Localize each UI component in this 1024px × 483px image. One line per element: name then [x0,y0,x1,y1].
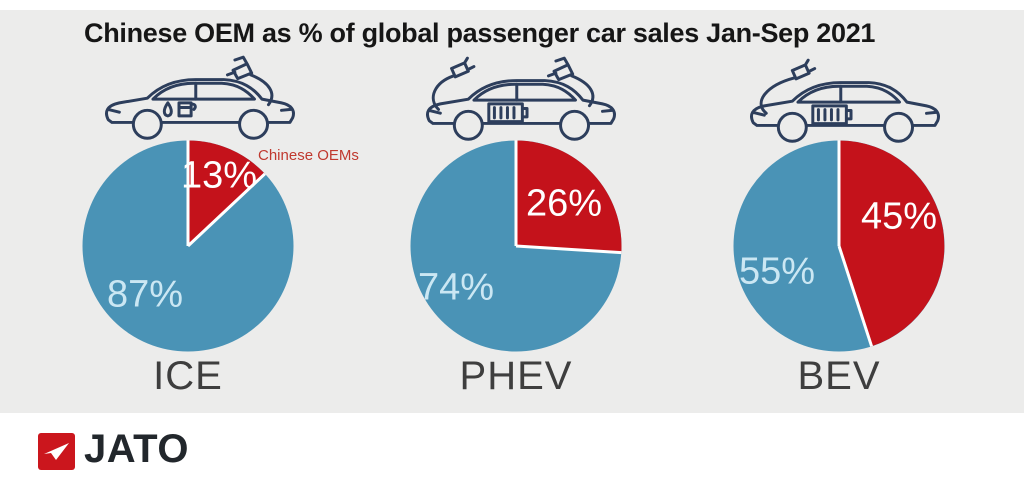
footer: JATO [0,413,1024,483]
charge-cable [431,74,455,111]
fuel-hose [570,74,595,108]
ice-chinese-share-label: 13% [180,154,258,197]
ice-chinese-oem-slice [188,140,265,246]
bev-chinese-oem-slice [839,140,945,347]
bev-car-icon [750,58,940,143]
fuel-nozzle-icon [225,55,254,81]
fuel-hose [249,73,274,107]
bev-chinese-share-label: 45% [860,195,938,238]
fuel-nozzle-icon [546,56,575,82]
bev-other-share-label: 55% [738,250,816,293]
phev-chinese-oem-slice [516,140,622,253]
plug-icon [790,58,817,81]
slice-divider [837,245,874,347]
slice-divider [186,172,266,248]
jato-logo-text: JATO [84,427,189,471]
fuel-pump-icon [177,101,197,118]
battery-icon [487,102,529,124]
phev-pie-chart [410,140,622,352]
phev-category-label: PHEV [459,354,573,398]
phev-chinese-share-label: 26% [525,182,603,225]
ice-pie-chart [82,140,294,352]
bev-pie-chart [733,140,945,352]
fuel-droplet-icon [162,101,173,118]
jato-logo-icon [38,433,75,470]
ice-category-label: ICE [153,354,223,398]
slice-divider [515,244,622,255]
ice-car-icon [105,55,295,140]
battery-icon [811,104,853,126]
top-white-strip [0,0,1024,10]
chart-title: Chinese OEM as % of global passenger car… [84,18,876,48]
charge-cable [759,76,796,115]
phev-car-icon [426,56,616,141]
chinese-oems-annotation: Chinese OEMs [258,147,359,164]
ice-other-share-label: 87% [106,273,184,316]
bev-category-label: BEV [797,354,881,398]
phev-other-share-label: 74% [417,266,495,309]
plug-icon [450,56,476,79]
